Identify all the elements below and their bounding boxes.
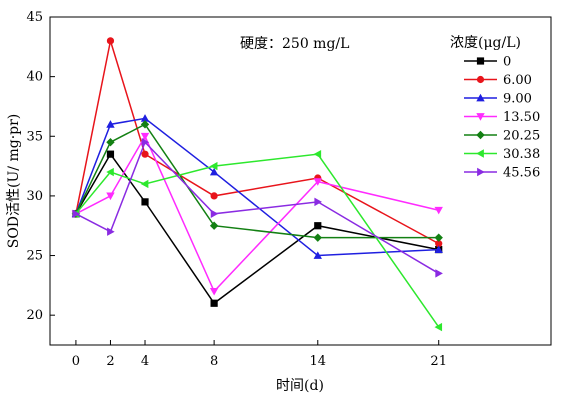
- y-axis-title: SOD活性(U/ mg·pr): [6, 114, 22, 249]
- data-point: [314, 197, 322, 207]
- legend-marker: [476, 113, 485, 121]
- data-point: [141, 150, 149, 158]
- y-tick-label: 35: [26, 129, 43, 144]
- series-0: [72, 150, 443, 307]
- legend-label: 13.50: [503, 110, 540, 125]
- x-tick-label: 8: [210, 354, 218, 369]
- data-point: [209, 161, 218, 171]
- legend-item: 45.56: [464, 166, 540, 181]
- data-point: [140, 179, 149, 189]
- series-line: [75, 152, 439, 305]
- data-point: [313, 251, 322, 259]
- data-point: [107, 227, 115, 236]
- legend-marker: [476, 149, 484, 158]
- y-tick-label: 25: [26, 249, 43, 264]
- data-point: [106, 150, 115, 158]
- legend-item: 13.50: [464, 110, 540, 125]
- legend-marker: [476, 130, 485, 140]
- data-point: [72, 209, 81, 218]
- data-point: [106, 138, 115, 147]
- legend-label: 9.00: [503, 92, 532, 107]
- data-point: [435, 240, 443, 248]
- legend-marker: [476, 75, 485, 84]
- plot-frame: [49, 16, 552, 346]
- data-point: [106, 192, 115, 201]
- y-tick-label: 45: [26, 10, 43, 25]
- series-5: [71, 149, 443, 332]
- data-point: [106, 120, 115, 128]
- legend-marker: [476, 93, 485, 102]
- legend-label: 0: [503, 55, 511, 70]
- legend-label: 45.56: [503, 166, 540, 181]
- data-point: [434, 206, 443, 215]
- legend-marker: [476, 57, 485, 65]
- x-tick-label: 21: [430, 354, 447, 369]
- x-tick-label: 4: [141, 354, 149, 369]
- series-3: [71, 132, 443, 296]
- x-tick-label: 14: [310, 354, 327, 369]
- data-point: [106, 37, 115, 45]
- series-layer: [71, 37, 443, 332]
- data-point: [140, 120, 150, 129]
- legend-item: 6.00: [464, 73, 532, 88]
- data-point: [434, 233, 443, 242]
- data-point: [313, 178, 322, 186]
- series-line: [75, 40, 440, 245]
- y-tick-label: 40: [26, 70, 43, 85]
- data-point: [435, 269, 443, 278]
- legend-marker: [477, 167, 485, 177]
- x-tick-label: 2: [106, 354, 114, 369]
- data-point: [210, 192, 218, 200]
- data-point: [209, 167, 219, 176]
- series-1: [72, 37, 443, 248]
- legend-title: 浓度(μg/L): [450, 35, 521, 51]
- legend-label: 20.25: [503, 129, 540, 144]
- legend: 浓度(μg/L) 0 6.00 9.00 13.50 20.25 30.38 45.56: [450, 35, 540, 181]
- y-tick-label: 30: [26, 189, 43, 204]
- data-point: [434, 322, 443, 332]
- data-point: [209, 287, 219, 296]
- chart-annotation: 硬度：250 mg/L: [240, 36, 349, 52]
- data-point: [209, 221, 219, 230]
- data-point: [106, 167, 114, 177]
- data-point: [141, 198, 149, 206]
- series-line: [75, 153, 440, 328]
- data-point: [141, 138, 150, 147]
- legend-item: 20.25: [464, 129, 540, 144]
- legend-item: 9.00: [464, 92, 532, 107]
- series-line: [75, 117, 439, 257]
- legend-label: 6.00: [503, 73, 532, 88]
- data-point: [313, 149, 322, 159]
- data-point: [313, 233, 322, 242]
- legend-item: 0: [464, 55, 511, 70]
- axes: 20 25 30 35 40 45 0 2 4 8 14 21: [26, 10, 447, 369]
- series-6: [72, 138, 443, 278]
- data-point: [140, 132, 150, 141]
- data-point: [210, 299, 218, 307]
- data-point: [314, 222, 322, 230]
- x-axis-title: 时间(d): [276, 378, 324, 394]
- data-point: [434, 245, 443, 253]
- data-point: [140, 114, 150, 122]
- series-line: [75, 134, 439, 293]
- data-point: [210, 209, 219, 218]
- legend-item: 30.38: [464, 147, 540, 162]
- series-line: [75, 140, 440, 275]
- y-tick-label: 20: [26, 308, 43, 323]
- legend-label: 30.38: [503, 147, 540, 162]
- x-tick-label: 0: [72, 354, 80, 369]
- series-4: [71, 120, 443, 242]
